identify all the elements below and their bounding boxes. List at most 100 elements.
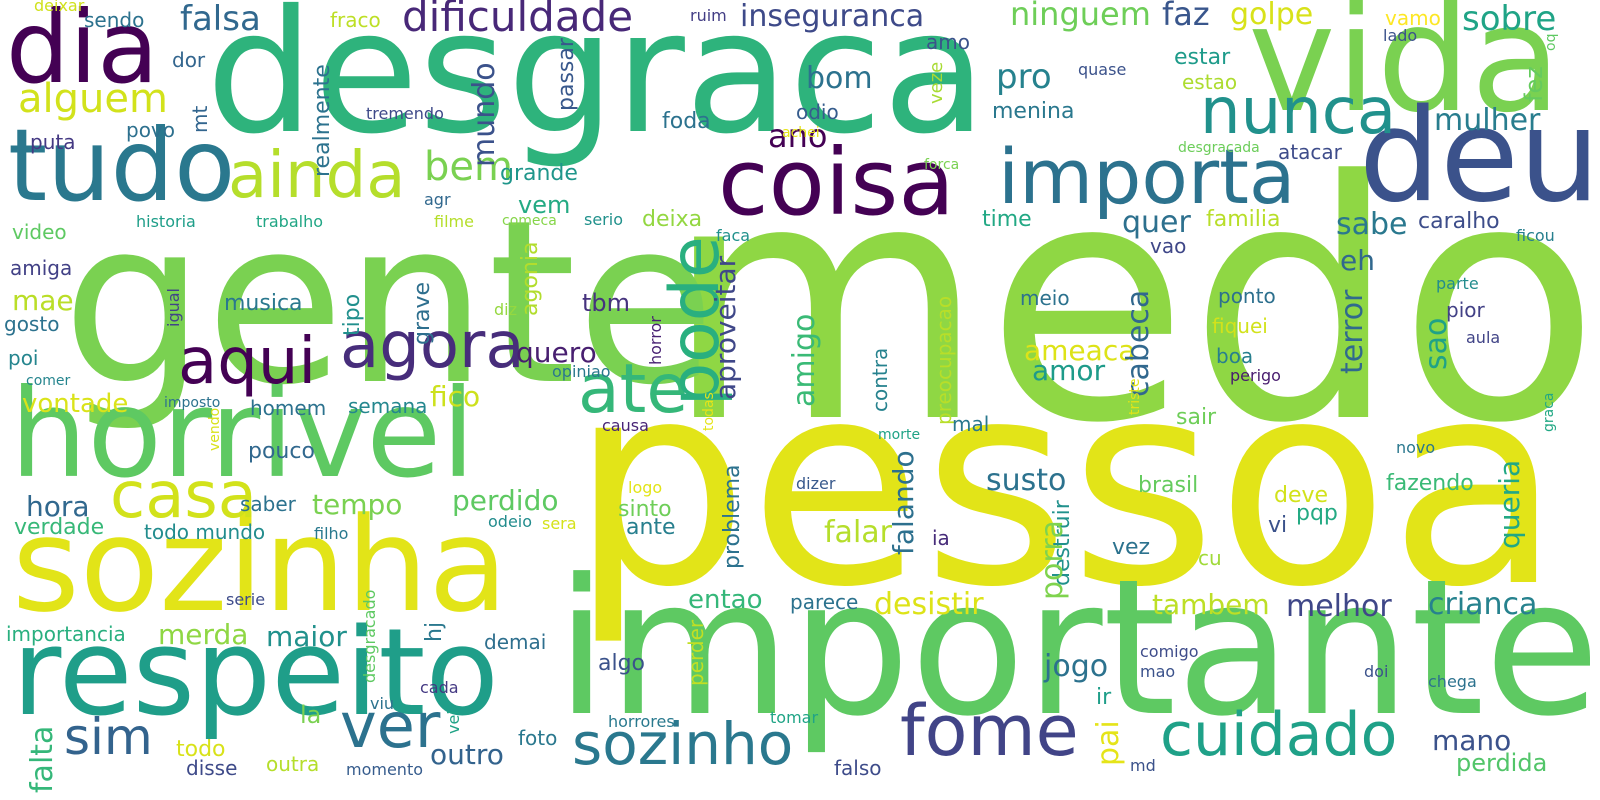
cloud-word-dificuldade: dificuldade xyxy=(402,0,634,41)
cloud-word-video: video xyxy=(12,220,67,244)
cloud-word-deixar: deixar xyxy=(34,0,85,15)
cloud-word-perdida: perdida xyxy=(1456,749,1548,777)
cloud-word-alguem: alguem xyxy=(18,76,168,122)
cloud-word-serio: serio xyxy=(584,210,623,229)
cloud-word-mt: mt xyxy=(188,106,212,134)
cloud-word-terror: terror xyxy=(1335,290,1370,375)
cloud-word-foto: foto xyxy=(518,726,558,750)
cloud-word-todo: todo xyxy=(176,737,226,762)
cloud-word-vao: vao xyxy=(1150,234,1187,258)
cloud-word-la: la xyxy=(300,701,322,729)
cloud-word-deu: deu xyxy=(1358,82,1600,231)
cloud-word-logo: logo xyxy=(628,478,663,497)
cloud-word-sobre: sobre xyxy=(1462,0,1557,39)
cloud-word-sair: sair xyxy=(1176,405,1217,430)
cloud-word-realmente: realmente xyxy=(310,64,335,177)
cloud-word-dia: dia xyxy=(6,0,159,106)
cloud-word-fez: fez xyxy=(1520,66,1548,102)
cloud-word-momento: momento xyxy=(346,760,424,779)
cloud-word-tomar: tomar xyxy=(770,708,819,727)
cloud-word-quer: quer xyxy=(1122,205,1191,240)
cloud-word-cuidado: cuidado xyxy=(1160,700,1398,770)
cloud-word-foda: foda xyxy=(662,109,711,134)
cloud-word-doi: doi xyxy=(1364,662,1389,681)
cloud-word-pai: pai xyxy=(1091,720,1126,766)
cloud-word-viu: viu xyxy=(370,694,395,713)
cloud-word-dizer: dizer xyxy=(796,474,836,493)
cloud-word-vei: vei xyxy=(444,710,463,734)
cloud-word-mundo: mundo xyxy=(467,62,502,167)
cloud-word-ainda: ainda xyxy=(228,139,406,213)
cloud-word-tempo: tempo xyxy=(312,488,403,521)
cloud-word-contra: contra xyxy=(868,348,892,413)
cloud-word-ver: ver xyxy=(340,689,441,762)
cloud-word-inseguranca: inseguranca xyxy=(740,0,925,34)
cloud-word-bom: bom xyxy=(806,61,873,96)
cloud-word-vamo: vamo xyxy=(1385,6,1441,30)
cloud-word-horror: horror xyxy=(646,316,665,365)
cloud-word-igual: igual xyxy=(164,288,183,327)
cloud-word-melhor: melhor xyxy=(1286,589,1392,624)
cloud-word-puta: puta xyxy=(30,130,76,154)
cloud-word-boa: boa xyxy=(1216,344,1254,368)
cloud-word-forca: forca xyxy=(924,157,960,173)
cloud-word-sinto: sinto xyxy=(618,497,672,522)
cloud-word-pouco: pouco xyxy=(248,439,315,464)
cloud-word-vida: vida xyxy=(1248,0,1562,145)
cloud-word-filme: filme xyxy=(434,212,474,231)
cloud-word-ninguem: ninguem xyxy=(1010,0,1151,33)
cloud-word-cu: cu xyxy=(1198,546,1222,570)
cloud-word-sendo: sendo xyxy=(84,8,145,32)
cloud-word-ponto: ponto xyxy=(1218,284,1276,308)
cloud-word-sim: sim xyxy=(64,708,153,766)
cloud-word-odeio: odeio xyxy=(488,512,533,531)
cloud-word-dor: dor xyxy=(172,48,206,72)
cloud-word-pqp: pqp xyxy=(1296,501,1338,526)
cloud-word-novo: novo xyxy=(1396,438,1436,457)
cloud-word-meio: meio xyxy=(1020,286,1070,310)
cloud-word-oq: oq xyxy=(1543,34,1559,52)
cloud-word-todas: todas xyxy=(701,392,717,431)
cloud-word-amo: amo xyxy=(926,30,970,54)
cloud-word-saber: saber xyxy=(240,492,296,516)
cloud-word-agora: agora xyxy=(340,309,525,383)
cloud-word-golpe: golpe xyxy=(1230,0,1314,32)
cloud-word-falando: falando xyxy=(887,450,920,555)
cloud-word-desgracada: desgracada xyxy=(1178,140,1260,156)
cloud-word-falta: falta xyxy=(25,726,60,794)
cloud-word-deixa: deixa xyxy=(642,207,703,232)
cloud-word-faca: faca xyxy=(716,226,751,245)
cloud-word-sozinha: sozinha xyxy=(12,489,509,641)
cloud-word-nunca: nunca xyxy=(1200,75,1397,149)
cloud-word-odio: odio xyxy=(796,100,839,124)
cloud-word-hora: hora xyxy=(26,490,90,523)
cloud-word-quero: quero xyxy=(516,336,597,369)
cloud-word-ano: ano xyxy=(768,117,828,155)
cloud-word-md: md xyxy=(1130,756,1156,775)
cloud-word-comeca: comeca xyxy=(502,213,557,229)
cloud-word-ante: ante xyxy=(626,515,676,540)
cloud-word-vontade: vontade xyxy=(22,389,129,419)
cloud-word-tremendo: tremendo xyxy=(366,104,444,123)
cloud-word-demai: demai xyxy=(484,630,547,654)
cloud-word-verdade: verdade xyxy=(14,515,105,540)
cloud-word-disse: disse xyxy=(186,756,238,780)
cloud-word-parte: parte xyxy=(1436,274,1479,293)
cloud-word-eh: eh xyxy=(1340,244,1375,277)
cloud-word-pior: pior xyxy=(1446,298,1485,322)
cloud-word-porra: porra xyxy=(1035,520,1070,600)
cloud-word-sera: sera xyxy=(542,514,577,533)
cloud-word-vendo: vendo xyxy=(207,408,223,452)
cloud-word-outra: outra xyxy=(266,752,320,776)
cloud-word-aproveitar: aproveitar xyxy=(709,256,742,401)
cloud-word-pessoa: pessoa xyxy=(570,320,1562,649)
cloud-word-aula: aula xyxy=(1466,328,1501,347)
cloud-word-casa: casa xyxy=(110,459,257,533)
cloud-word-trabalho: trabalho xyxy=(256,212,323,231)
cloud-word-veze: veze xyxy=(926,62,947,105)
cloud-word-ameaca: ameaca xyxy=(1024,334,1136,367)
cloud-word-estao: estao xyxy=(1182,70,1238,94)
cloud-word-ruim: ruim xyxy=(690,6,727,25)
cloud-word-pro: pro xyxy=(996,57,1052,97)
cloud-word-musica: musica xyxy=(224,291,303,316)
